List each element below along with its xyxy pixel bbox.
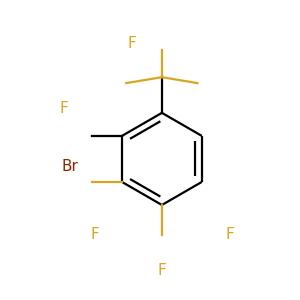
Text: F: F — [91, 227, 99, 242]
Text: F: F — [226, 227, 235, 242]
Text: F: F — [128, 36, 136, 51]
Text: Br: Br — [62, 159, 79, 174]
Text: F: F — [59, 101, 68, 116]
Text: F: F — [158, 263, 166, 278]
